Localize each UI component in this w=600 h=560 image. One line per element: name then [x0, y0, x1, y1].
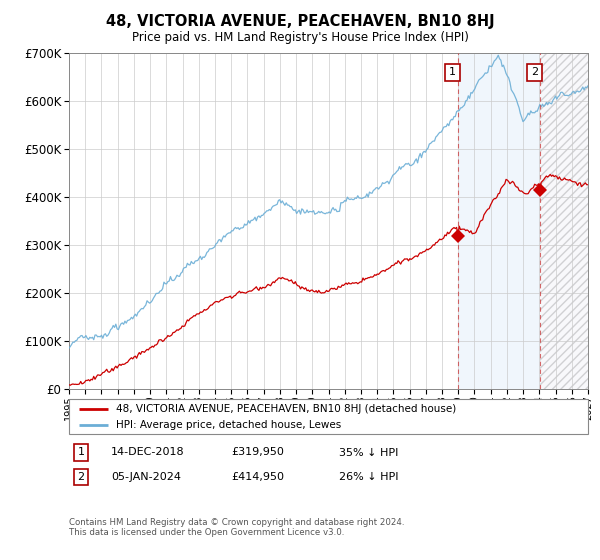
Text: 35% ↓ HPI: 35% ↓ HPI — [339, 447, 398, 458]
Text: 26% ↓ HPI: 26% ↓ HPI — [339, 472, 398, 482]
Text: HPI: Average price, detached house, Lewes: HPI: Average price, detached house, Lewe… — [116, 421, 341, 430]
Text: 2: 2 — [77, 472, 85, 482]
Text: 1: 1 — [449, 67, 456, 77]
Bar — [539, 53, 588, 389]
Text: £414,950: £414,950 — [231, 472, 284, 482]
Bar — [539, 53, 588, 389]
Bar — [539, 53, 588, 389]
Text: 05-JAN-2024: 05-JAN-2024 — [111, 472, 181, 482]
Text: 2: 2 — [531, 67, 538, 77]
Text: 1: 1 — [77, 447, 85, 458]
Text: 14-DEC-2018: 14-DEC-2018 — [111, 447, 185, 458]
Text: 48, VICTORIA AVENUE, PEACEHAVEN, BN10 8HJ (detached house): 48, VICTORIA AVENUE, PEACEHAVEN, BN10 8H… — [116, 404, 456, 414]
Bar — [458, 53, 539, 389]
Text: Price paid vs. HM Land Registry's House Price Index (HPI): Price paid vs. HM Land Registry's House … — [131, 31, 469, 44]
Text: Contains HM Land Registry data © Crown copyright and database right 2024.
This d: Contains HM Land Registry data © Crown c… — [69, 518, 404, 538]
Text: £319,950: £319,950 — [231, 447, 284, 458]
Text: 48, VICTORIA AVENUE, PEACEHAVEN, BN10 8HJ: 48, VICTORIA AVENUE, PEACEHAVEN, BN10 8H… — [106, 14, 494, 29]
